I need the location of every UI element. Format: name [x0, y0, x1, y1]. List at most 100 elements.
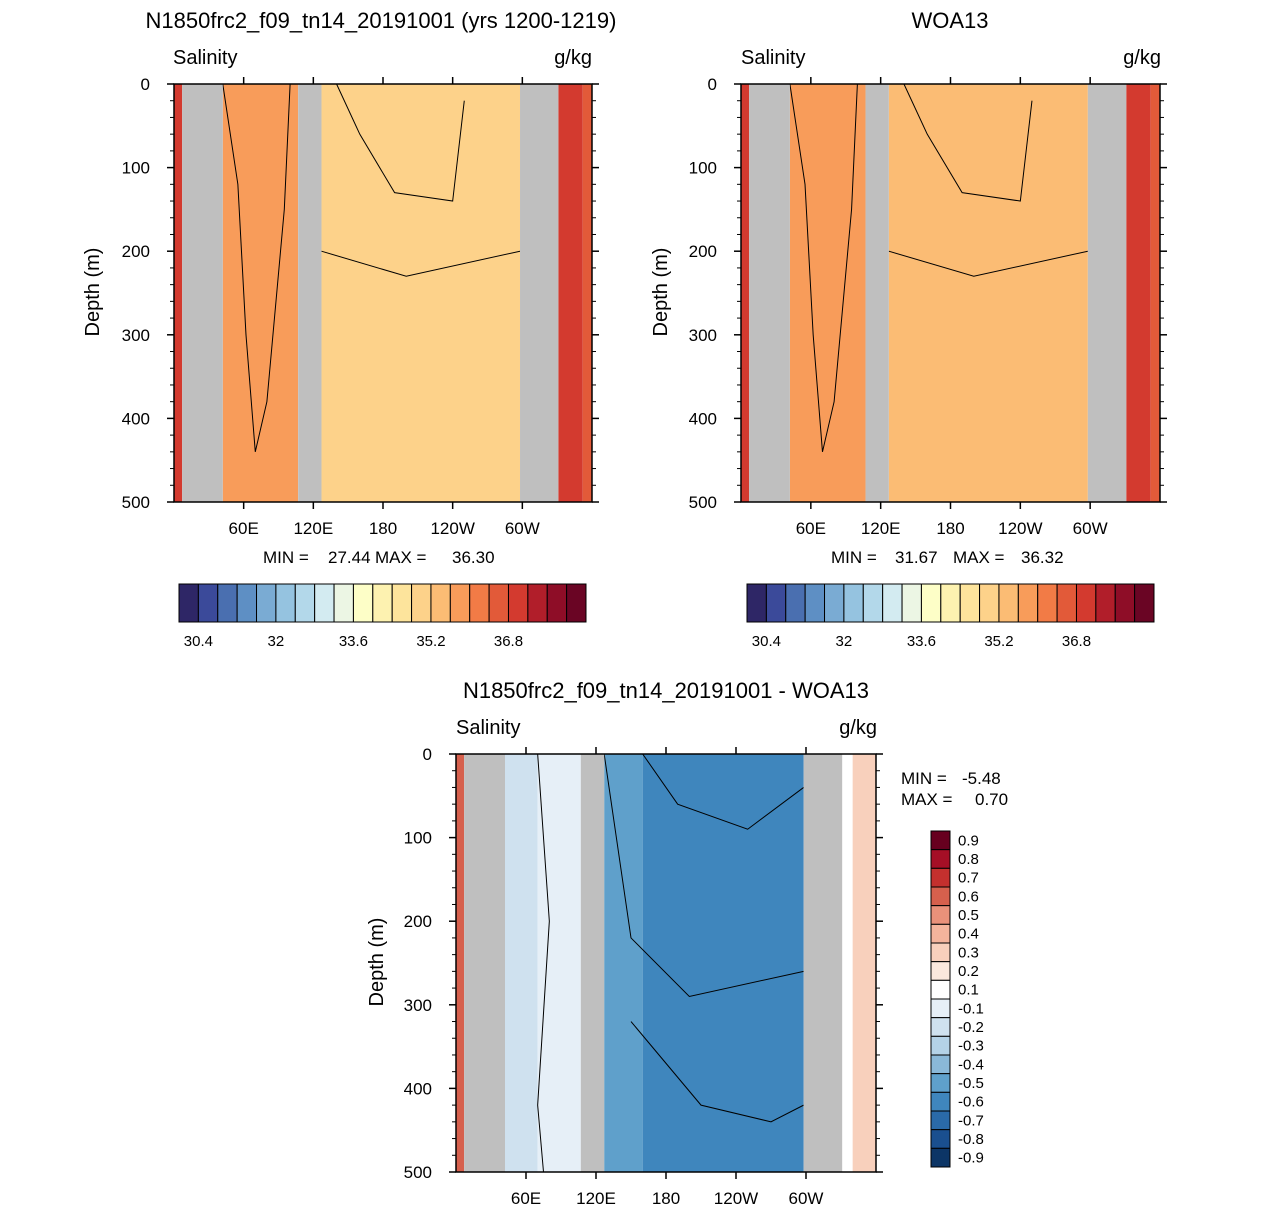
colorbar-label: 32	[836, 633, 853, 650]
field-band-1	[789, 84, 866, 502]
colorbar-cell	[930, 961, 951, 981]
x-tick-label: 60W	[1073, 519, 1108, 538]
colorbar-cell	[430, 583, 451, 623]
panel-diff-max-label: MAX =	[901, 790, 953, 809]
colorbar-label: -0.6	[958, 1094, 984, 1111]
colorbar-cell	[882, 583, 903, 623]
y-tick-label: 300	[122, 326, 150, 345]
field-band-5	[842, 754, 853, 1172]
colorbar-label: -0.3	[958, 1038, 984, 1055]
land-column-1	[298, 84, 322, 502]
contour-line-0	[789, 83, 858, 452]
land-column-0	[182, 84, 223, 502]
colorbar-cell	[469, 583, 490, 623]
x-tick-label: 60E	[796, 519, 826, 538]
y-tick-label: 200	[122, 242, 150, 261]
colorbar-cell	[765, 583, 787, 623]
colorbar-cell	[998, 583, 1019, 623]
colorbar-label: 33.6	[339, 633, 368, 650]
colorbar-cell	[1095, 583, 1116, 623]
panel-diff-ylabel: Depth (m)	[366, 918, 388, 1007]
colorbar-label: 0.8	[958, 851, 979, 868]
panel-woa-title: WOA13	[911, 8, 988, 33]
contour-line-0	[603, 753, 804, 997]
colorbar-cell	[804, 583, 826, 623]
colorbar-cell	[843, 583, 864, 623]
colorbar-label: 0.2	[958, 963, 979, 980]
land-column-2	[520, 84, 559, 502]
colorbar-cell	[930, 979, 951, 1000]
colorbar-cell	[236, 583, 258, 623]
y-tick-label: 200	[689, 242, 717, 261]
contour-line-2	[321, 250, 521, 277]
x-tick-label: 60E	[229, 519, 259, 538]
panel-model-max: 36.30	[452, 548, 495, 567]
field-band-0	[741, 84, 750, 502]
colorbar-cell	[940, 583, 961, 623]
panel-woa-colorbar: 30.4 32 33.6 35.2 36.8	[746, 583, 1155, 650]
contour-line-2	[630, 1021, 804, 1123]
panel-woa-max: 36.32	[1021, 548, 1064, 567]
x-tick-label: 120E	[861, 519, 901, 538]
panel-diff-units: g/kg	[839, 717, 877, 739]
colorbar-cell	[930, 1091, 951, 1112]
colorbar-label: 0.5	[958, 907, 979, 924]
x-tick-label: 60E	[511, 1189, 541, 1208]
colorbar-cell	[391, 583, 413, 623]
panel-model-max-label: MAX =	[375, 548, 427, 567]
field-band-3	[604, 754, 643, 1172]
y-tick-label: 500	[122, 493, 150, 512]
x-tick-label: 180	[652, 1189, 680, 1208]
land-column-2	[1087, 84, 1127, 502]
colorbar-cell	[1037, 583, 1058, 623]
colorbar-cell	[930, 849, 951, 869]
colorbar-label: -0.9	[958, 1150, 984, 1167]
field-band-1	[222, 84, 299, 502]
colorbar-cell	[197, 583, 219, 623]
colorbar-label: -0.4	[958, 1056, 984, 1073]
colorbar-cell	[566, 583, 587, 623]
y-tick-label: 100	[404, 829, 432, 848]
panel-woa-ylabel: Depth (m)	[650, 248, 672, 337]
colorbar-cell	[546, 583, 568, 623]
panel-diff-max: 0.70	[975, 790, 1008, 809]
colorbar-label: 35.2	[984, 633, 1013, 650]
panel-woa-min-label: MIN =	[831, 548, 877, 567]
contour-line-1	[903, 83, 1033, 202]
panel-model-ylabel: Depth (m)	[82, 248, 104, 337]
panel-diff: N1850frc2_f09_tn14_20191001 - WOA13 Sali…	[366, 678, 1008, 1208]
colorbar-label: -0.2	[958, 1019, 984, 1036]
land-column-2	[803, 754, 843, 1172]
contour-line-2	[888, 250, 1088, 277]
colorbar-cell	[930, 1073, 951, 1093]
colorbar-cell	[930, 1147, 951, 1168]
panel-model-units: g/kg	[554, 47, 592, 69]
panel-model-min-label: MIN =	[263, 548, 309, 567]
x-tick-label: 60W	[505, 519, 540, 538]
colorbar-cell	[959, 583, 981, 623]
y-tick-label: 400	[689, 409, 717, 428]
panel-diff-left-label: Salinity	[456, 717, 520, 739]
colorbar-label: 33.6	[907, 633, 936, 650]
colorbar-cell	[746, 583, 767, 623]
colorbar-label: 0.3	[958, 944, 979, 961]
colorbar-cell	[333, 583, 354, 623]
land-column-0	[749, 84, 790, 502]
panel-model-plot: 0 100 200 300 400 500 60E 120E 180 120W 60W	[122, 75, 599, 538]
panel-woa-units: g/kg	[1123, 47, 1161, 69]
colorbar-cell	[488, 583, 509, 623]
colorbar-cell	[372, 583, 393, 623]
panel-diff-plot: 0 100 200 300 400 500 60E 120E 180 120W 60W	[404, 745, 883, 1208]
colorbar-cell	[527, 583, 548, 623]
colorbar-cell	[785, 583, 806, 623]
panel-model-min: 27.44	[328, 548, 371, 567]
panel-model-left-label: Salinity	[173, 47, 237, 69]
field-band-1	[505, 754, 538, 1172]
field-band-2	[888, 84, 1088, 502]
field-band-0	[456, 754, 465, 1172]
x-tick-label: 120W	[998, 519, 1042, 538]
y-tick-label: 100	[122, 159, 150, 178]
colorbar-cell	[411, 583, 432, 623]
colorbar-cell	[217, 583, 238, 623]
colorbar-cell	[930, 942, 951, 963]
